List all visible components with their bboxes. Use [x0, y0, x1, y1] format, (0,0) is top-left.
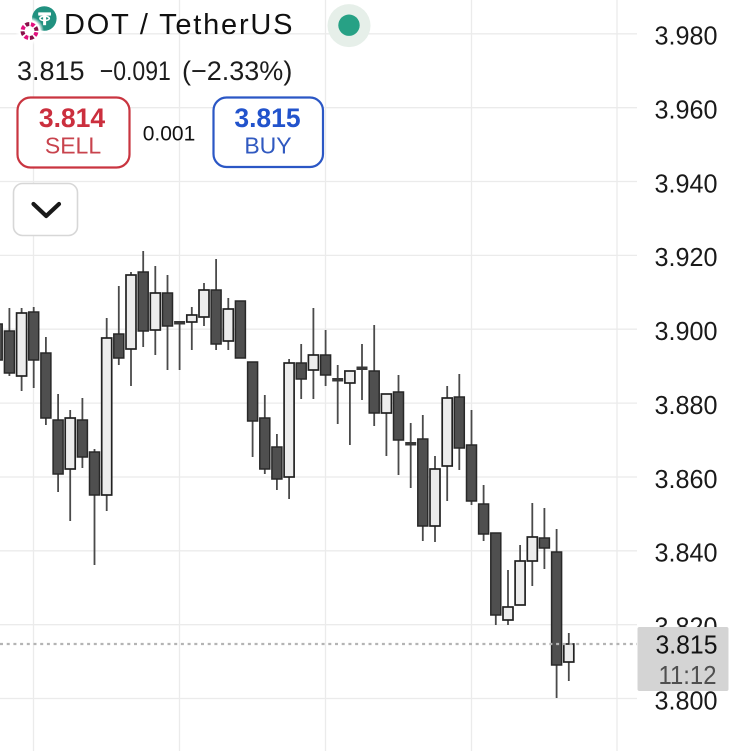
svg-text:0.001: 0.001 [143, 122, 196, 145]
svg-text:3.840: 3.840 [655, 538, 718, 568]
svg-text:3.940: 3.940 [655, 168, 718, 198]
svg-text:11:12: 11:12 [659, 660, 717, 690]
svg-text:DOT / TetherUS: DOT / TetherUS [64, 9, 293, 41]
svg-text:3.960: 3.960 [655, 95, 718, 125]
svg-text:3.815: 3.815 [656, 629, 718, 659]
svg-text:(−2.33%): (−2.33%) [182, 56, 292, 86]
svg-text:3.980: 3.980 [655, 21, 718, 51]
svg-text:−0.091: −0.091 [100, 56, 171, 86]
svg-text:3.815: 3.815 [234, 103, 300, 133]
svg-text:3.900: 3.900 [655, 316, 718, 346]
svg-text:3.920: 3.920 [655, 242, 718, 272]
svg-text:3.815: 3.815 [17, 56, 85, 86]
svg-text:3.814: 3.814 [39, 103, 106, 133]
svg-text:SELL: SELL [45, 133, 101, 159]
svg-text:BUY: BUY [244, 133, 291, 159]
svg-text:3.880: 3.880 [655, 390, 718, 420]
svg-text:3.860: 3.860 [655, 464, 718, 494]
